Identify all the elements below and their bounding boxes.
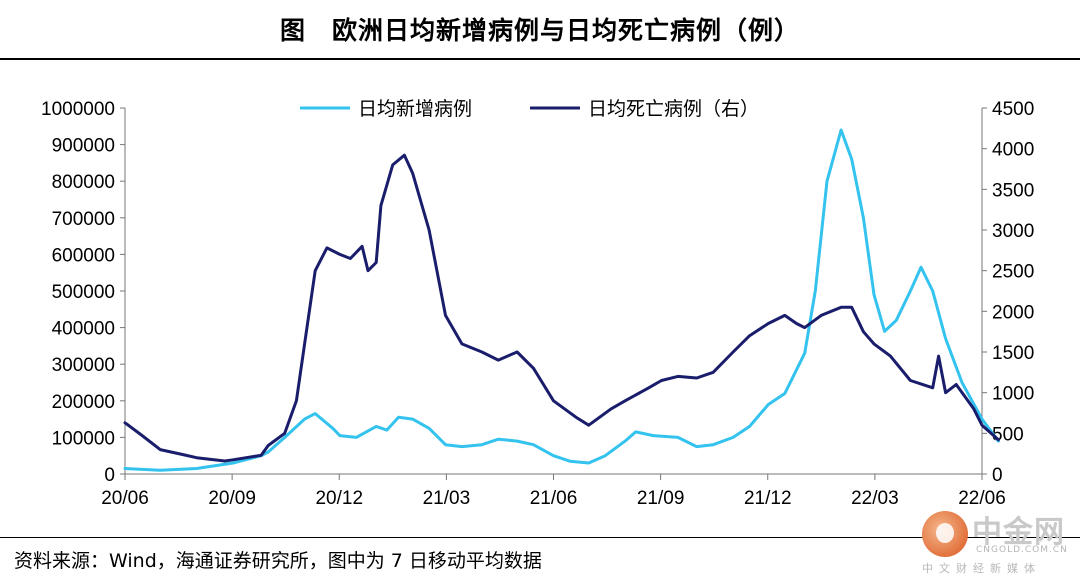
x-tick-label: 21/03: [423, 488, 471, 509]
coin-icon: [922, 511, 968, 557]
x-tick-label: 20/12: [315, 488, 363, 509]
watermark-logo: 中金网 CNGOLD.COM.CN 中文财经新媒体: [918, 503, 1078, 577]
series-line-deaths: [123, 153, 1000, 463]
x-tick-label: 20/06: [101, 488, 149, 509]
left-tick-label: 700000: [52, 209, 115, 230]
left-tick-label: 900000: [52, 136, 115, 157]
right-tick-label: 3000: [992, 221, 1034, 242]
right-tick-label: 0: [992, 465, 1003, 486]
legend-label: 日均死亡病例（右）: [588, 98, 759, 120]
left-tick-label: 200000: [52, 392, 115, 413]
right-tick-label: 2000: [992, 302, 1034, 323]
chart-title: 图 欧洲日均新增病例与日均死亡病例（例）: [279, 16, 800, 45]
x-tick-label: 22/06: [958, 488, 1006, 509]
right-tick-label: 1500: [992, 343, 1034, 364]
right-tick-label: 3500: [992, 180, 1034, 201]
watermark-name: 中金网: [972, 515, 1065, 550]
source-note: 资料来源：Wind，海通证券研究所，图中为 7 日移动平均数据: [14, 550, 542, 572]
series-line-new-cases: [123, 128, 1000, 472]
watermark-slogan: 中文财经新媒体: [922, 562, 1041, 575]
left-tick-label: 300000: [52, 355, 115, 376]
left-tick-label: 400000: [52, 319, 115, 340]
line-chart: 0 100000 200000 300000 400000 500000 600000 700…: [41, 98, 1034, 509]
title-divider: [0, 58, 1080, 60]
x-axis: 20/06 20/09 20/12 21/03 21/06 21/09 21/12 22/03…: [101, 473, 1006, 509]
right-tick-label: 2500: [992, 262, 1034, 283]
x-tick-label: 21/12: [744, 488, 792, 509]
right-tick-label: 1000: [992, 384, 1034, 405]
x-tick-label: 22/03: [851, 488, 899, 509]
left-tick-label: 800000: [52, 172, 115, 193]
x-tick-label: 21/06: [530, 488, 578, 509]
right-tick-label: 500: [992, 424, 1024, 445]
left-tick-label: 1000000: [41, 99, 115, 120]
left-tick-label: 600000: [52, 245, 115, 266]
left-tick-label: 100000: [52, 428, 115, 449]
series-group: [123, 128, 1000, 472]
x-tick-label: 20/09: [208, 488, 256, 509]
left-axis: 0 100000 200000 300000 400000 500000 600000 700…: [41, 99, 126, 486]
right-tick-label: 4500: [992, 99, 1034, 120]
watermark-url: CNGOLD.COM.CN: [976, 545, 1068, 555]
left-tick-label: 500000: [52, 282, 115, 303]
legend-label: 日均新增病例: [358, 98, 472, 120]
right-tick-label: 4000: [992, 140, 1034, 161]
legend: 日均新增病例 日均死亡病例（右）: [300, 98, 759, 120]
right-axis: 0 500 1000 1500 2000 2500 3000 3500 4000 4500: [981, 99, 1034, 486]
left-tick-label: 0: [104, 465, 115, 486]
x-tick-label: 21/09: [637, 488, 685, 509]
footer-divider: [0, 537, 1080, 538]
